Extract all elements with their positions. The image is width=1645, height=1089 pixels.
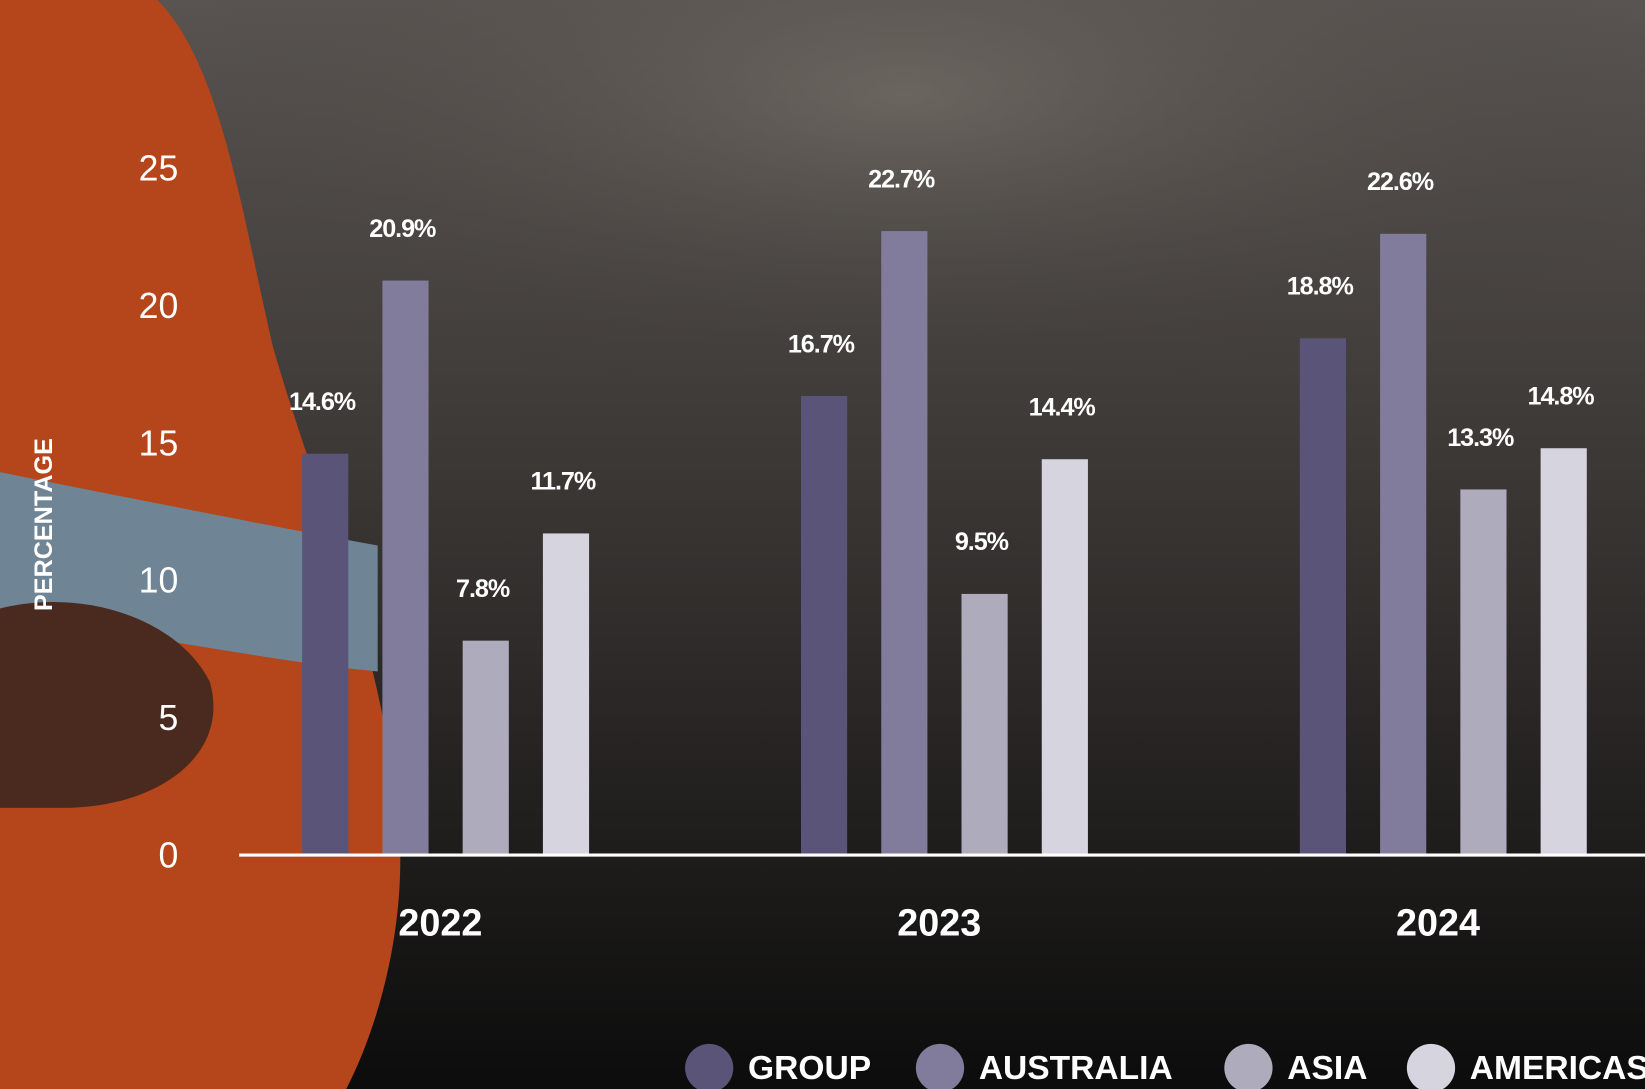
y-tick-label: 15 [139,423,179,463]
bar [800,396,848,856]
bar [1299,338,1347,856]
y-tick-label: 20 [139,286,179,326]
legend-label: AMERICAS [1470,1050,1645,1087]
y-tick-label: 10 [139,561,179,601]
value-label: 22.7% [868,165,935,193]
bar [382,280,429,856]
x-tick-label: 2024 [1396,902,1480,944]
value-label: 18.8% [1287,273,1354,301]
value-label: 9.5% [955,528,1009,556]
legend-label: ASIA [1287,1050,1367,1087]
bar [1041,459,1088,856]
value-label: 7.8% [456,575,510,603]
bar [961,593,1008,856]
bar [881,231,928,856]
y-axis-label: PERCENTAGE [30,438,58,611]
value-label: 14.4% [1029,394,1096,422]
background-hand [0,602,214,808]
bar [1540,448,1587,856]
legend-swatch [685,1043,734,1089]
value-label: 20.9% [369,215,436,243]
value-label: 22.6% [1367,168,1434,196]
legend-label: AUSTRALIA [979,1050,1173,1087]
legend-swatch [1224,1043,1273,1089]
bar [462,640,509,856]
legend-label: GROUP [748,1050,871,1087]
bar [542,533,590,856]
y-tick-label: 25 [139,148,179,188]
y-tick-label: 0 [159,836,179,876]
x-tick-label: 2023 [897,902,981,944]
value-label: 16.7% [788,330,855,358]
value-label: 13.3% [1447,424,1514,452]
value-label: 14.8% [1528,383,1595,411]
legend-swatch [915,1043,965,1089]
bar [1380,233,1427,856]
y-tick-label: 5 [159,698,179,738]
x-tick-label: 2022 [398,902,482,944]
bar [302,453,349,856]
value-label: 14.6% [289,388,356,416]
value-label: 11.7% [530,468,595,496]
legend-swatch [1406,1043,1456,1089]
bar [1460,489,1507,856]
